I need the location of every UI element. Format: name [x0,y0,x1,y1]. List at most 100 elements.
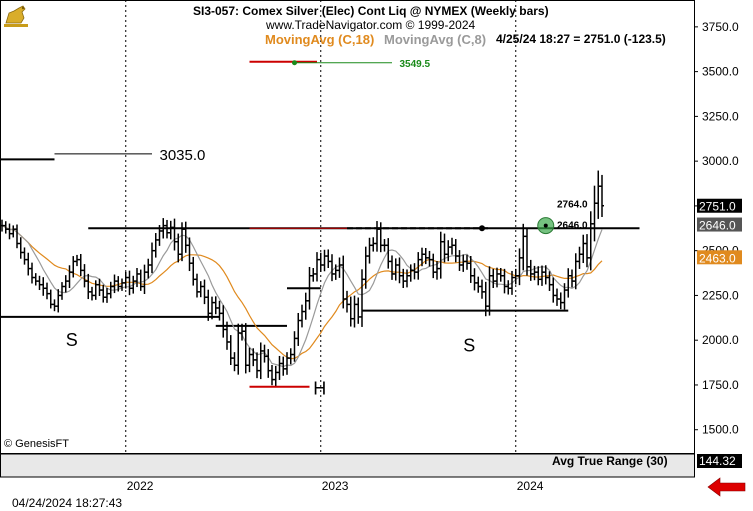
last-price-box[interactable]: 2751.0 [697,198,742,214]
ma-price-box-text: 2463.0 [699,251,736,265]
price-bar [7,223,12,240]
ma-price-box[interactable]: 2463.0 [697,250,742,265]
price-bar [435,261,439,280]
price-tick-label: 3750.0 [702,20,739,34]
price-bar [345,290,349,313]
price-bar [3,221,8,234]
price-bar [375,221,379,252]
price-bar [326,249,331,268]
price-bar [131,275,136,294]
price-bar [558,292,563,310]
price-bar [180,222,184,262]
price-bar [105,288,109,303]
price-bar [401,268,406,289]
price-bar [577,246,582,269]
price-bar [191,256,196,286]
price-bar [442,233,447,263]
price-axis: 1500.01750.02000.02250.02500.02750.03000… [694,20,742,437]
price-bar [270,364,274,386]
ma8-legend[interactable]: MovingAvg (C,8) [384,32,487,47]
price-bar [273,365,278,387]
chart-label: S [66,330,78,350]
price-bar [116,276,121,292]
chart-label: 2646.0 [557,221,588,232]
level-price-box-text: 2646.0 [699,219,736,233]
price-bar [461,254,466,272]
price-bar [150,242,154,274]
price-bar [562,283,567,310]
price-bar [330,254,334,282]
ma18-legend[interactable]: MovingAvg (C,18) [265,32,375,47]
price-bar [543,265,548,285]
copyright-line: www.TradeNavigator.com © 1999-2024 [266,18,476,32]
price-bar [22,247,27,265]
price-bar [187,237,192,272]
pattern-lines [0,153,640,327]
chart-label: 3035.0 [160,147,206,164]
price-bar [356,297,361,324]
moving-averages [1,225,603,368]
price-bar [495,267,499,288]
level-price-box[interactable]: 2646.0 [697,217,742,233]
price-bar [382,239,387,252]
price-bar [135,267,139,288]
price-bar [408,264,413,282]
price-bar [236,323,241,375]
price-tick-label: 1750.0 [702,378,739,392]
price-bar [596,170,601,219]
price-bar [348,296,353,327]
price-bar [258,342,263,380]
price-bar [56,289,61,313]
price-bar [367,237,372,264]
price-bar [536,266,541,286]
price-bar [210,296,214,320]
quote-readout: 4/25/24 18:27 = 2751.0 (-123.5) [496,32,666,46]
price-bar [221,305,226,338]
price-bar [570,269,574,288]
price-bar [352,295,357,328]
price-bar [450,237,454,255]
price-tick-label: 3000.0 [702,154,739,168]
price-bar [566,268,571,298]
price-bar [453,239,458,263]
price-bar [528,259,533,281]
price-bar [168,220,173,240]
price-tick-label: 2250.0 [702,288,739,302]
price-bar [45,282,49,300]
ma8-line [1,225,603,368]
price-bar [491,268,496,289]
price-bar [386,238,391,269]
price-bar [397,257,402,284]
price-bar [108,281,113,299]
price-bar [123,271,128,289]
price-tick-label: 2000.0 [702,333,739,347]
price-bar [573,253,578,290]
price-bar [517,248,522,286]
price-bar [161,218,166,239]
scroll-right-arrow-shape [707,477,746,497]
price-bar [172,218,177,251]
price-bar [67,265,72,289]
price-bar [296,312,301,346]
price-bar [581,234,586,264]
price-bar [281,356,286,376]
price-bar [142,264,147,295]
price-bar [225,321,229,350]
scroll-right-arrow-icon[interactable] [707,477,746,497]
price-bar [457,250,462,271]
price-bar [202,279,207,305]
price-bar [585,234,589,268]
price-bar [195,273,199,298]
price-bar [472,268,477,291]
chart-label: 2764.0 [557,199,588,210]
year-label: 2024 [517,479,544,493]
price-bar [540,265,544,286]
chart-title: SI3-057: Comex Silver (Elec) Cont Liq @ … [193,4,549,18]
price-bar [33,273,38,286]
price-bar [78,253,83,277]
price-bar [153,233,158,258]
ma18-line [1,225,603,360]
price-bar [468,255,473,283]
price-bar [228,335,233,365]
